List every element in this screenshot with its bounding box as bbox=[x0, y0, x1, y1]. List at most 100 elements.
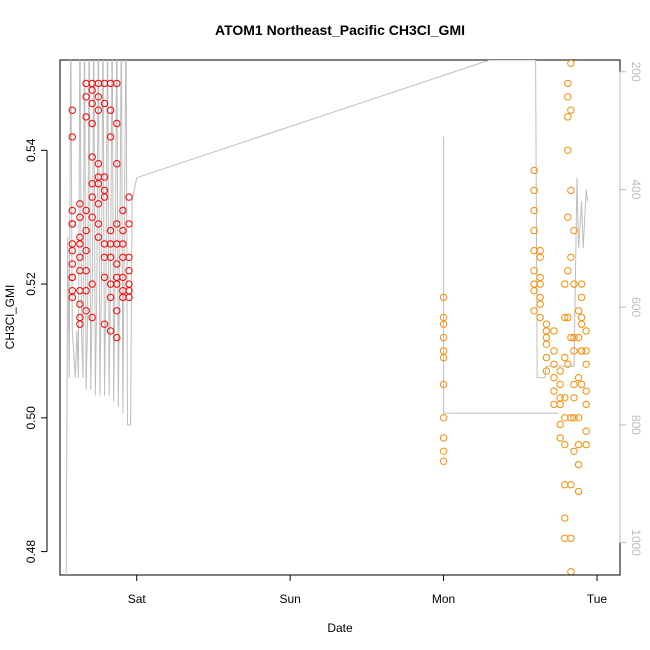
data-point bbox=[561, 440, 569, 449]
data-point bbox=[542, 320, 551, 328]
altitude-line-segment-2 bbox=[443, 136, 559, 414]
data-point bbox=[564, 146, 572, 155]
data-point bbox=[82, 287, 90, 295]
data-point bbox=[100, 193, 109, 201]
data-point bbox=[100, 273, 109, 282]
data-point bbox=[582, 387, 590, 395]
data-point bbox=[564, 313, 572, 322]
data-point bbox=[82, 307, 90, 315]
data-point bbox=[82, 206, 90, 215]
data-point bbox=[439, 320, 448, 328]
data-point bbox=[574, 307, 583, 315]
data-point bbox=[439, 457, 448, 465]
data-point bbox=[556, 367, 564, 375]
data-point bbox=[582, 347, 590, 355]
data-point bbox=[530, 226, 538, 235]
y-axis-title: CH3Cl_GMI bbox=[3, 285, 17, 350]
y2-tick-label: 1000 bbox=[629, 529, 643, 556]
data-point bbox=[100, 320, 109, 328]
data-point bbox=[550, 374, 558, 382]
data-point bbox=[550, 387, 558, 395]
data-point bbox=[530, 206, 538, 215]
data-point bbox=[556, 394, 564, 402]
data-point bbox=[570, 414, 578, 422]
data-point bbox=[68, 246, 77, 255]
chart-title: ATOM1 Northeast_Pacific CH3Cl_GMI bbox=[215, 22, 465, 38]
data-point bbox=[567, 481, 575, 489]
data-point bbox=[88, 280, 96, 288]
x-axis: Sat Sun Mon Tue bbox=[128, 574, 607, 606]
data-point bbox=[113, 260, 121, 268]
data-point bbox=[76, 213, 84, 221]
data-point bbox=[564, 79, 572, 88]
data-point bbox=[82, 267, 90, 275]
data-point bbox=[106, 293, 115, 302]
data-point bbox=[556, 400, 564, 409]
data-point bbox=[76, 300, 84, 308]
data-point bbox=[106, 327, 115, 335]
data-point bbox=[577, 380, 586, 389]
data-point bbox=[68, 220, 77, 228]
data-point bbox=[536, 280, 544, 288]
data-point bbox=[106, 133, 115, 141]
data-point bbox=[570, 447, 578, 455]
y-tick-label: 0.52 bbox=[24, 272, 38, 296]
data-point bbox=[439, 434, 448, 442]
data-point bbox=[564, 113, 572, 121]
data-point bbox=[574, 460, 583, 469]
data-point bbox=[561, 414, 569, 422]
data-point bbox=[125, 267, 133, 275]
data-point bbox=[82, 93, 90, 101]
data-point bbox=[530, 166, 538, 175]
y2-tick-label: 600 bbox=[629, 297, 643, 317]
y2-tick-label: 200 bbox=[629, 62, 643, 82]
data-point bbox=[94, 173, 103, 181]
data-point bbox=[542, 367, 551, 375]
data-point bbox=[567, 186, 575, 195]
data-point bbox=[100, 253, 109, 261]
data-point bbox=[567, 253, 575, 261]
data-point bbox=[119, 240, 127, 248]
y-axis: 0.48 0.50 0.52 0.54 bbox=[24, 138, 48, 563]
data-point bbox=[542, 340, 551, 348]
data-point bbox=[113, 240, 121, 248]
data-point bbox=[76, 267, 84, 275]
data-point bbox=[100, 173, 109, 181]
data-point bbox=[536, 253, 544, 261]
data-point bbox=[536, 313, 544, 322]
data-point bbox=[88, 193, 96, 201]
data-point bbox=[550, 400, 558, 409]
right-axis: 200 400 600 800 1000 bbox=[619, 62, 643, 556]
data-point bbox=[542, 353, 551, 362]
data-point bbox=[570, 226, 578, 235]
data-point bbox=[100, 99, 109, 108]
data-point bbox=[113, 333, 121, 342]
data-point bbox=[567, 106, 575, 114]
data-point bbox=[68, 273, 77, 282]
data-point bbox=[536, 273, 544, 282]
altitude-line-segment-1 bbox=[65, 60, 589, 575]
data-point bbox=[125, 193, 133, 201]
data-point bbox=[88, 119, 96, 128]
data-point bbox=[570, 333, 578, 342]
data-point bbox=[536, 293, 544, 302]
data-point bbox=[577, 313, 586, 322]
data-point bbox=[113, 307, 121, 315]
y-tick-label: 0.54 bbox=[24, 138, 38, 162]
data-point bbox=[68, 260, 77, 268]
data-point bbox=[68, 106, 77, 114]
data-point bbox=[530, 307, 538, 315]
data-point bbox=[556, 434, 564, 442]
data-point bbox=[76, 287, 84, 295]
data-point bbox=[530, 267, 538, 275]
data-point bbox=[106, 106, 115, 114]
data-point bbox=[88, 153, 96, 161]
data-point bbox=[582, 427, 590, 435]
data-point bbox=[439, 447, 448, 455]
data-point bbox=[582, 400, 590, 409]
data-point bbox=[113, 119, 121, 128]
data-point bbox=[76, 200, 84, 208]
data-point bbox=[550, 347, 558, 355]
data-point bbox=[577, 293, 586, 302]
altitude-line bbox=[65, 60, 589, 575]
